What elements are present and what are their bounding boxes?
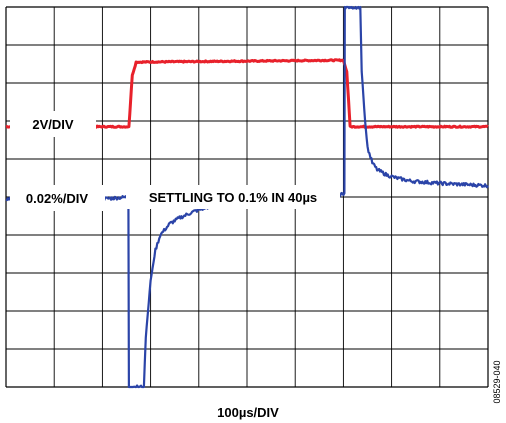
upper-scale-label: 2V/DIV xyxy=(32,117,74,132)
settling-annotation: SETTLING TO 0.1% IN 40µs xyxy=(149,190,317,205)
lower-scale-label-bg xyxy=(10,185,105,211)
x-axis-label: 100µs/DIV xyxy=(217,405,279,420)
grid xyxy=(5,6,489,388)
figure-id: 08529-040 xyxy=(492,360,502,403)
lower-scale-label: 0.02%/DIV xyxy=(26,191,88,206)
settling-annotation-bg xyxy=(126,185,340,209)
upper-scale-label-bg xyxy=(10,111,96,137)
